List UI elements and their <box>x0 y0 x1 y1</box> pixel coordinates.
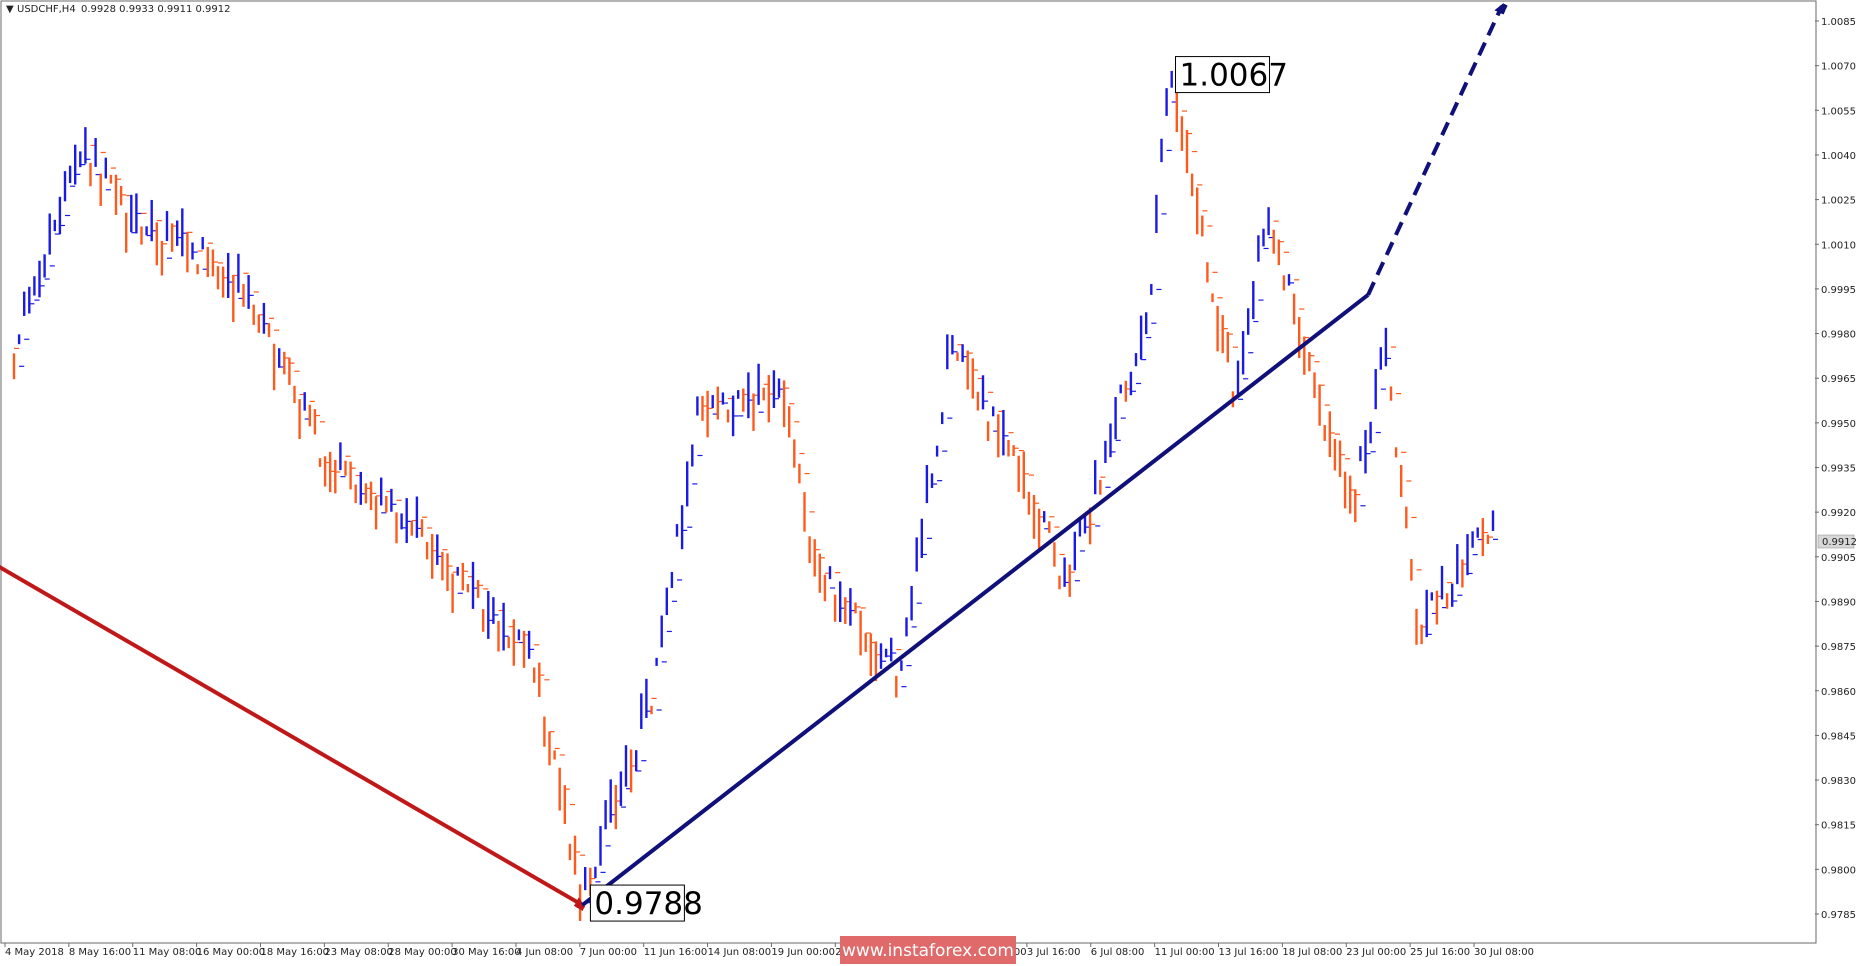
price-series <box>12 70 1499 921</box>
price-tick-label: 0.9875 <box>1821 642 1856 653</box>
price-tick-label: 1.0055 <box>1821 106 1856 117</box>
time-tick-label: 7 Jun 00:00 <box>580 947 637 958</box>
time-tick-label: 13 Jul 16:00 <box>1219 947 1279 958</box>
watermark: www.instaforex.com <box>840 936 1016 964</box>
ohlc-values: 0.9928 0.9933 0.9911 0.9912 <box>81 4 231 15</box>
price-tick-label: 0.9905 <box>1821 553 1856 564</box>
time-tick-label: 3 Jul 16:00 <box>1027 947 1081 958</box>
time-tick-label: 25 Jul 16:00 <box>1410 947 1470 958</box>
time-tick-label: 18 May 16:00 <box>260 947 329 958</box>
time-tick-label: 16 May 00:00 <box>197 947 266 958</box>
time-tick-label: 14 Jun 08:00 <box>708 947 772 958</box>
low-label: 0.9788 <box>594 886 702 922</box>
price-tick-label: 0.9920 <box>1821 508 1856 519</box>
current-price-value: 0.9912 <box>1822 537 1857 548</box>
current-price-box <box>1817 534 1855 549</box>
time-tick-label: 11 May 08:00 <box>133 947 202 958</box>
time-tick-label: 4 Jun 08:00 <box>516 947 573 958</box>
time-tick-label: 28 May 00:00 <box>388 947 457 958</box>
price-tick-label: 0.9965 <box>1821 374 1856 385</box>
time-tick-label: 23 May 08:00 <box>324 947 393 958</box>
price-tick-label: 0.9830 <box>1821 776 1856 787</box>
time-tick-label: 4 May 2018 <box>5 947 64 958</box>
high-label: 1.0067 <box>1180 58 1288 94</box>
chart-menu-triangle-icon[interactable]: ▼ <box>6 4 14 15</box>
plot-area[interactable] <box>0 0 1817 944</box>
watermark-background <box>840 936 1016 964</box>
time-tick-label: 23 Jul 00:00 <box>1346 947 1406 958</box>
price-tick-label: 1.0040 <box>1821 151 1856 162</box>
time-tick-label: 30 Jul 08:00 <box>1474 947 1534 958</box>
price-tick-label: 0.9860 <box>1821 687 1856 698</box>
navy-projection-arrow[interactable] <box>1366 6 1502 296</box>
price-tick-label: 0.9845 <box>1821 731 1856 742</box>
price-tick-label: 1.0025 <box>1821 196 1856 207</box>
price-tick-label: 1.0070 <box>1821 62 1856 73</box>
price-tick-label: 0.9950 <box>1821 419 1856 430</box>
high-label-box <box>1175 56 1271 94</box>
price-tick-label: 1.0010 <box>1821 240 1856 251</box>
low-label-box <box>589 884 685 922</box>
price-axis: 1.0085 1.0070 1.0055 1.0040 1.0025 1.0010 0.99… <box>1815 17 1856 921</box>
chart-drawings: 1.0067 0.9788 <box>0 6 1502 922</box>
price-tick-label: 0.9935 <box>1821 464 1856 475</box>
time-tick-label: 11 Jul 00:00 <box>1155 947 1215 958</box>
price-tick-label: 0.9980 <box>1821 330 1856 341</box>
time-tick-label: 18 Jul 08:00 <box>1282 947 1342 958</box>
current-price-tag: 0.9912 <box>1817 534 1857 549</box>
price-tick-label: 0.9995 <box>1821 285 1856 296</box>
time-tick-label: 6 Jul 08:00 <box>1091 947 1145 958</box>
symbol-label: USDCHF,H4 <box>17 4 76 15</box>
watermark-text: www.instaforex.com <box>842 941 1014 961</box>
time-tick-label: 19 Jun 00:00 <box>771 947 835 958</box>
price-tick-label: 0.9890 <box>1821 597 1856 608</box>
red-downtrend-arrow[interactable] <box>0 564 582 905</box>
price-tick-label: 0.9785 <box>1821 910 1856 921</box>
navy-uptrend-line[interactable] <box>581 293 1370 907</box>
time-tick-label: 8 May 16:00 <box>69 947 131 958</box>
time-tick-label: 11 Jun 16:00 <box>644 947 708 958</box>
price-tick-label: 0.9815 <box>1821 821 1856 832</box>
price-tick-label: 0.9800 <box>1821 865 1856 876</box>
price-tick-label: 1.0085 <box>1821 17 1856 28</box>
time-tick-label: 30 May 16:00 <box>452 947 521 958</box>
